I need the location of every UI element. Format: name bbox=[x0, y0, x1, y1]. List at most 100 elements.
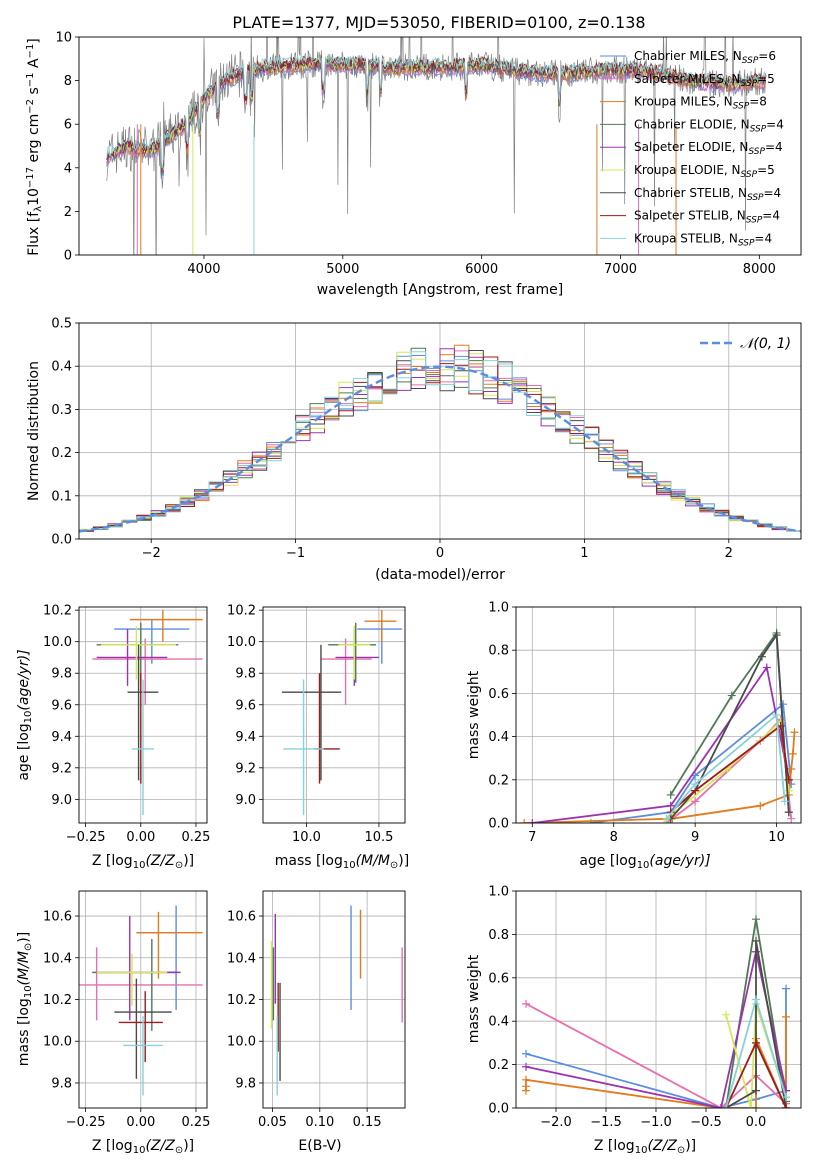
legend-entry-8: Kroupa STELIB, NSSP=4 bbox=[634, 231, 772, 248]
spectrum-ytick-label: 4 bbox=[64, 161, 72, 176]
mass-vs-Z-ytick-label: 10.2 bbox=[43, 993, 72, 1008]
mass-vs-Z-ytick-label: 9.8 bbox=[51, 1076, 72, 1091]
mass-vs-Z-ylabel: mass [log10(M/M⊙)] bbox=[16, 932, 34, 1066]
age-vs-mass-ytick-label: 9.6 bbox=[235, 698, 256, 713]
age-vs-mass-ytick-label: 10.2 bbox=[227, 604, 256, 619]
spectrum-xtick-label: 8000 bbox=[743, 262, 776, 277]
age-vs-Z-ytick-label: 9.2 bbox=[51, 761, 72, 776]
weight-vs-Z-xlabel: Z [log10(Z/Z⊙)] bbox=[594, 1138, 696, 1156]
mass-vs-ebv-panel: 0.05 0.10 0.15 9.8 10.0 10.2 10.4 10.6 bbox=[227, 890, 406, 1130]
weight-vs-Z-frame bbox=[515, 890, 802, 1109]
weight-vs-age-marker-5 bbox=[660, 819, 669, 823]
residuals-xtick-label: 0 bbox=[436, 546, 444, 561]
weight-vs-Z-marker-8 bbox=[722, 1104, 730, 1108]
weight-vs-age-ytick-label: 0.0 bbox=[488, 817, 509, 832]
weight-vs-Z-marker-5 bbox=[722, 1010, 730, 1019]
weight-vs-Z-marker-0 bbox=[782, 984, 790, 993]
residual-legend-label: 𝒩(0, 1) bbox=[740, 336, 791, 352]
weight-vs-age-marker-2 bbox=[787, 765, 796, 773]
age-vs-Z-panel: −0.25 0.00 0.25 9.0 9.2 9.4 9.6 9.8 10.0 10.2 bbox=[43, 604, 210, 845]
age-vs-mass-ytick-label: 9.4 bbox=[235, 730, 256, 745]
weight-vs-Z-marker-2 bbox=[522, 1075, 530, 1084]
legend-entry-2: Kroupa MILES, NSSP=8 bbox=[634, 95, 767, 112]
mass-vs-ebv-xtick-label: 0.10 bbox=[305, 1115, 334, 1130]
residuals-ytick-label: 0.2 bbox=[51, 446, 72, 461]
weight-vs-age-marker-2 bbox=[790, 728, 799, 737]
legend-entry-5: Kroupa ELODIE, NSSP=5 bbox=[634, 163, 775, 180]
mass-vs-ebv-frame bbox=[262, 890, 406, 1109]
age-vs-Z-ytick-label: 9.8 bbox=[51, 667, 72, 682]
age-vs-Z-xtick-label: 0.00 bbox=[126, 830, 155, 845]
age-vs-Z-ytick-label: 9.6 bbox=[51, 698, 72, 713]
weight-vs-age-marker-2 bbox=[520, 819, 529, 823]
weight-vs-age-marker-6 bbox=[772, 631, 781, 640]
age-vs-Z-points bbox=[92, 610, 203, 816]
mass-vs-ebv-points bbox=[270, 905, 403, 1096]
mass-vs-ebv-ytick-label: 10.0 bbox=[227, 1035, 256, 1050]
weight-vs-age-line-8 bbox=[665, 713, 786, 820]
legend-entry-7: Salpeter STELIB, NSSP=4 bbox=[634, 209, 780, 226]
weight-vs-age-series bbox=[520, 628, 799, 823]
weight-vs-Z-ytick-label: 0.6 bbox=[488, 971, 509, 986]
weight-vs-age-marker-5 bbox=[784, 786, 793, 795]
weight-vs-age-marker-3 bbox=[666, 790, 675, 799]
weight-vs-Z-line-6 bbox=[725, 940, 787, 1108]
age-vs-Z-ytick-label: 9.0 bbox=[51, 793, 72, 808]
residuals-ytick-label: 0.1 bbox=[51, 489, 72, 504]
weight-vs-Z-marker-4 bbox=[522, 1062, 530, 1071]
mass-vs-ebv-xtick-label: 0.05 bbox=[258, 1115, 287, 1130]
mass-vs-ebv-ytick-label: 10.4 bbox=[227, 951, 256, 966]
weight-vs-Z-ytick-label: 0.2 bbox=[488, 1058, 509, 1073]
mass-vs-Z-xtick-label: −0.25 bbox=[66, 1115, 106, 1130]
residuals-ytick-label: 0.4 bbox=[51, 360, 72, 375]
mass-vs-ebv-ytick-label: 9.8 bbox=[235, 1076, 256, 1091]
spectrum-xtick-label: 4000 bbox=[187, 262, 220, 277]
spectrum-model-8 bbox=[106, 53, 766, 169]
age-vs-Z-ytick-label: 9.4 bbox=[51, 730, 72, 745]
weight-vs-Z-xtick-label: −1.0 bbox=[640, 1115, 672, 1130]
weight-vs-Z-marker-5 bbox=[747, 1104, 755, 1108]
age-vs-Z-ylabel: age [log10(age/yr)] bbox=[16, 649, 34, 780]
spectrum-panel: 4000 5000 6000 7000 8000 0 2 4 6 8 10 bbox=[55, 31, 802, 277]
age-vs-Z-xtick-label: 0.25 bbox=[181, 830, 210, 845]
mass-vs-ebv-ytick-label: 10.6 bbox=[227, 910, 256, 925]
legend-entry-6: Chabrier STELIB, NSSP=4 bbox=[634, 186, 781, 203]
weight-vs-age-xtick-label: 10 bbox=[768, 830, 785, 845]
weight-vs-age-frame bbox=[515, 606, 802, 824]
weight-vs-Z-xtick-label: −0.5 bbox=[690, 1115, 722, 1130]
weight-vs-Z-ytick-label: 0.0 bbox=[488, 1102, 509, 1117]
weight-vs-age-marker-2 bbox=[756, 801, 765, 810]
weight-vs-Z-marker-1 bbox=[522, 999, 530, 1008]
spectrum-ytick-label: 8 bbox=[64, 74, 72, 89]
spectrum-ytick-label: 2 bbox=[64, 205, 72, 220]
residuals-frame bbox=[78, 322, 802, 540]
mass-vs-Z-xlabel: Z [log10(Z/Z⊙)] bbox=[92, 1138, 194, 1156]
residuals-ytick-label: 0.0 bbox=[51, 533, 72, 548]
weight-vs-age-marker-6 bbox=[757, 652, 766, 661]
weight-vs-age-marker-4 bbox=[528, 819, 537, 823]
residuals-xtick-label: −1 bbox=[286, 546, 305, 561]
weight-vs-age-ytick-label: 0.8 bbox=[488, 644, 509, 659]
weight-vs-age-line-7 bbox=[670, 724, 790, 813]
weight-vs-age-xtick-label: 8 bbox=[610, 830, 618, 845]
weight-vs-Z-line-1 bbox=[525, 1003, 787, 1108]
residuals-ytick-label: 0.3 bbox=[51, 403, 72, 418]
spectrum-legend: Chabrier MILES, NSSP=6 Salpeter MILES, NS… bbox=[600, 49, 784, 248]
mass-vs-Z-panel: −0.25 0.00 0.25 9.8 10.0 10.2 10.4 10.6 bbox=[43, 890, 210, 1130]
spectrum-frame bbox=[78, 36, 802, 256]
spectrum-ytick-label: 0 bbox=[64, 249, 72, 264]
weight-vs-age-marker-1 bbox=[787, 814, 796, 823]
weight-vs-age-marker-1 bbox=[691, 797, 700, 806]
weight-vs-Z-ytick-label: 1.0 bbox=[488, 885, 509, 900]
weight-vs-Z-marker-6 bbox=[752, 1086, 760, 1095]
weight-vs-age-xlabel: age [log10(age/yr)] bbox=[579, 853, 710, 871]
spectrum-ytick-label: 6 bbox=[64, 118, 72, 133]
mass-vs-Z-ytick-label: 10.0 bbox=[43, 1035, 72, 1050]
weight-vs-Z-marker-4 bbox=[717, 1104, 725, 1108]
weight-vs-age-marker-8 bbox=[691, 780, 700, 789]
residual-hist-8 bbox=[79, 351, 801, 534]
weight-vs-Z-marker-0 bbox=[522, 1049, 530, 1058]
weight-vs-age-marker-8 bbox=[662, 814, 671, 823]
residual-steps bbox=[79, 344, 801, 534]
